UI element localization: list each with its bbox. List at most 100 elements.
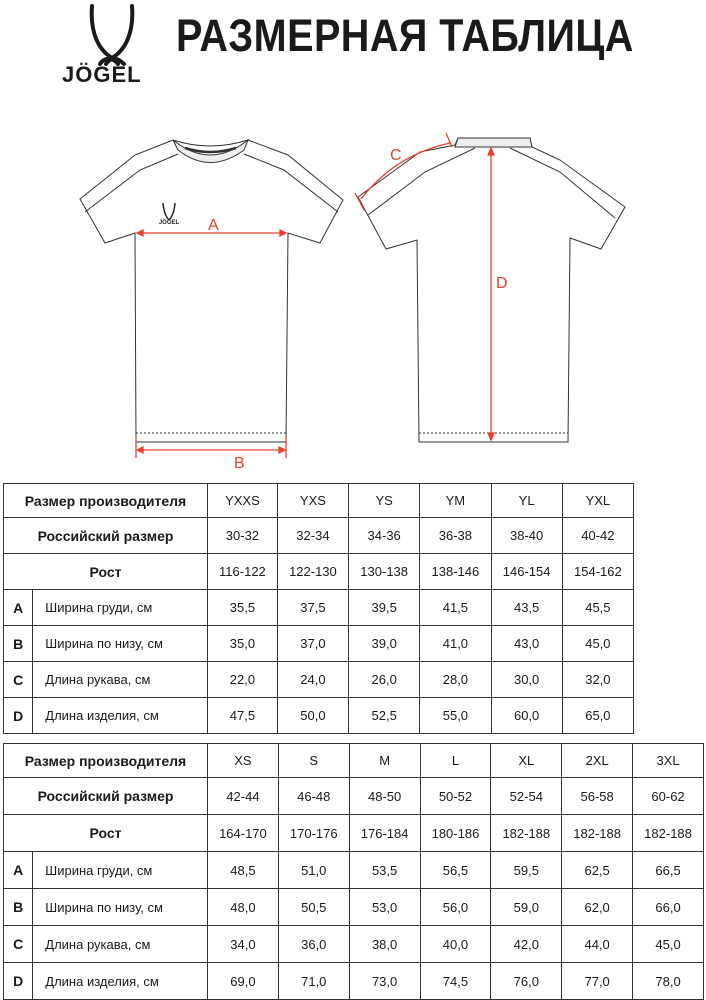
measurement-name: Длина рукава, см [32,661,208,698]
measurement-name: Ширина по низу, см [32,625,208,662]
measurement-value: 26,0 [348,661,421,698]
measurement-row: B Ширина по низу, см 35,0 37,0 39,0 41,0 43,0 4… [2,625,635,662]
size-table-kids: Размер производителя YXXS YXS YS YM YL YXL Росс… [2,483,635,734]
height-cell: 138-146 [419,553,492,590]
measurement-value: 30,0 [490,661,563,698]
measurement-value: 24,0 [276,661,350,698]
size-cell: 2XL [561,743,634,778]
height-label: Рост [3,814,208,852]
russian-size-cell: 48-50 [348,777,421,815]
measurement-value: 71,0 [277,962,350,1000]
measurement-value: 66,5 [632,851,704,889]
russian-size-cell: 42-44 [207,777,279,815]
measurement-value: 37,0 [276,625,350,662]
measurement-value: 62,5 [561,851,634,889]
measurement-value: 37,5 [276,589,350,626]
measurement-letter: B [2,625,34,662]
front-shirt [79,138,344,443]
measurement-value: 51,0 [277,851,350,889]
measurement-value: 50,0 [276,697,350,734]
garment-diagram: JÖGEL A B C D [79,132,626,472]
measurement-row: A Ширина груди, см 35,5 37,5 39,5 41,5 43,5 45,… [2,589,635,626]
size-cell: M [348,743,421,778]
russian-size-cell: 50-52 [419,777,492,815]
measurement-value: 41,0 [419,625,492,662]
height-cell: 182-188 [490,814,563,852]
size-cell: YM [419,483,492,518]
measurement-value: 45,0 [632,925,704,963]
measurement-value: 73,0 [348,962,421,1000]
height-cell: 130-138 [348,553,421,590]
measurement-value: 39,5 [348,589,421,626]
measurement-c: C [354,132,453,211]
measurement-b: B [135,437,287,472]
measurement-value: 47,5 [207,697,278,734]
measurement-value: 41,5 [419,589,492,626]
measurement-d: D [487,146,508,442]
measurement-value: 59,0 [490,888,563,926]
measurement-name: Ширина груди, см [32,851,208,889]
height-cell: 164-170 [207,814,279,852]
measurement-value: 48,0 [207,888,279,926]
size-cell: YXS [276,483,350,518]
russian-size-cell: 52-54 [490,777,563,815]
measurement-value: 59,5 [490,851,563,889]
height-cell: 122-130 [276,553,350,590]
logo-text: JÖGEL [62,62,142,87]
measurement-value: 36,0 [277,925,350,963]
size-cell: S [277,743,350,778]
measurement-value: 62,0 [561,888,634,926]
russian-size-cell: 30-32 [207,517,278,554]
measurement-value: 76,0 [490,962,563,1000]
size-cell: 3XL [632,743,704,778]
size-cell: YL [490,483,563,518]
size-cell: YXL [561,483,635,518]
height-label: Рост [3,553,208,590]
measurement-value: 52,5 [348,697,421,734]
measurement-value: 28,0 [419,661,492,698]
russian-size-label: Российский размер [3,517,208,554]
measurement-value: 66,0 [632,888,704,926]
measurement-value: 39,0 [348,625,421,662]
russian-size-cell: 38-40 [490,517,563,554]
manufacturer-size-row: Размер производителя XS S M L XL 2XL 3XL [3,743,704,778]
measurement-value: 69,0 [207,962,279,1000]
russian-size-cell: 40-42 [561,517,635,554]
jogel-logo-icon [89,4,135,66]
measurement-value: 65,0 [561,697,635,734]
size-cell: YS [348,483,421,518]
russian-size-cell: 60-62 [632,777,704,815]
manufacturer-size-label: Размер производителя [3,743,208,778]
measurement-letter: D [2,962,34,1000]
measurement-value: 78,0 [632,962,704,1000]
label-b: B [234,455,245,472]
page-title: РАЗМЕРНАЯ ТАБЛИЦА [176,10,634,61]
height-cell: 116-122 [207,553,278,590]
measurement-a: A [135,217,288,238]
measurement-name: Ширина по низу, см [32,888,208,926]
height-cell: 170-176 [277,814,350,852]
russian-size-cell: 36-38 [419,517,492,554]
measurement-row: A Ширина груди, см 48,5 51,0 53,5 56,5 59,5 62,… [2,851,704,889]
russian-size-cell: 32-34 [276,517,350,554]
manufacturer-size-row: Размер производителя YXXS YXS YS YM YL YXL [3,483,635,518]
measurement-name: Ширина груди, см [32,589,208,626]
russian-size-cell: 34-36 [348,517,421,554]
measurement-row: C Длина рукава, см 34,0 36,0 38,0 40,0 42,0 44,… [2,925,704,963]
measurement-value: 77,0 [561,962,634,1000]
measurement-value: 45,0 [561,625,635,662]
chest-logo-icon: JÖGEL [159,202,180,226]
measurement-value: 35,5 [207,589,278,626]
measurement-name: Длина рукава, см [32,925,208,963]
label-c: C [390,147,402,164]
height-cell: 146-154 [490,553,563,590]
measurement-value: 74,5 [419,962,492,1000]
measurement-value: 56,0 [419,888,492,926]
measurement-letter: D [2,697,34,734]
height-cell: 180-186 [419,814,492,852]
measurement-name: Длина изделия, см [32,697,208,734]
measurement-value: 53,0 [348,888,421,926]
measurement-row: D Длина изделия, см 47,5 50,0 52,5 55,0 60,0 65… [2,697,635,734]
measurement-value: 43,0 [490,625,563,662]
measurement-value: 40,0 [419,925,492,963]
